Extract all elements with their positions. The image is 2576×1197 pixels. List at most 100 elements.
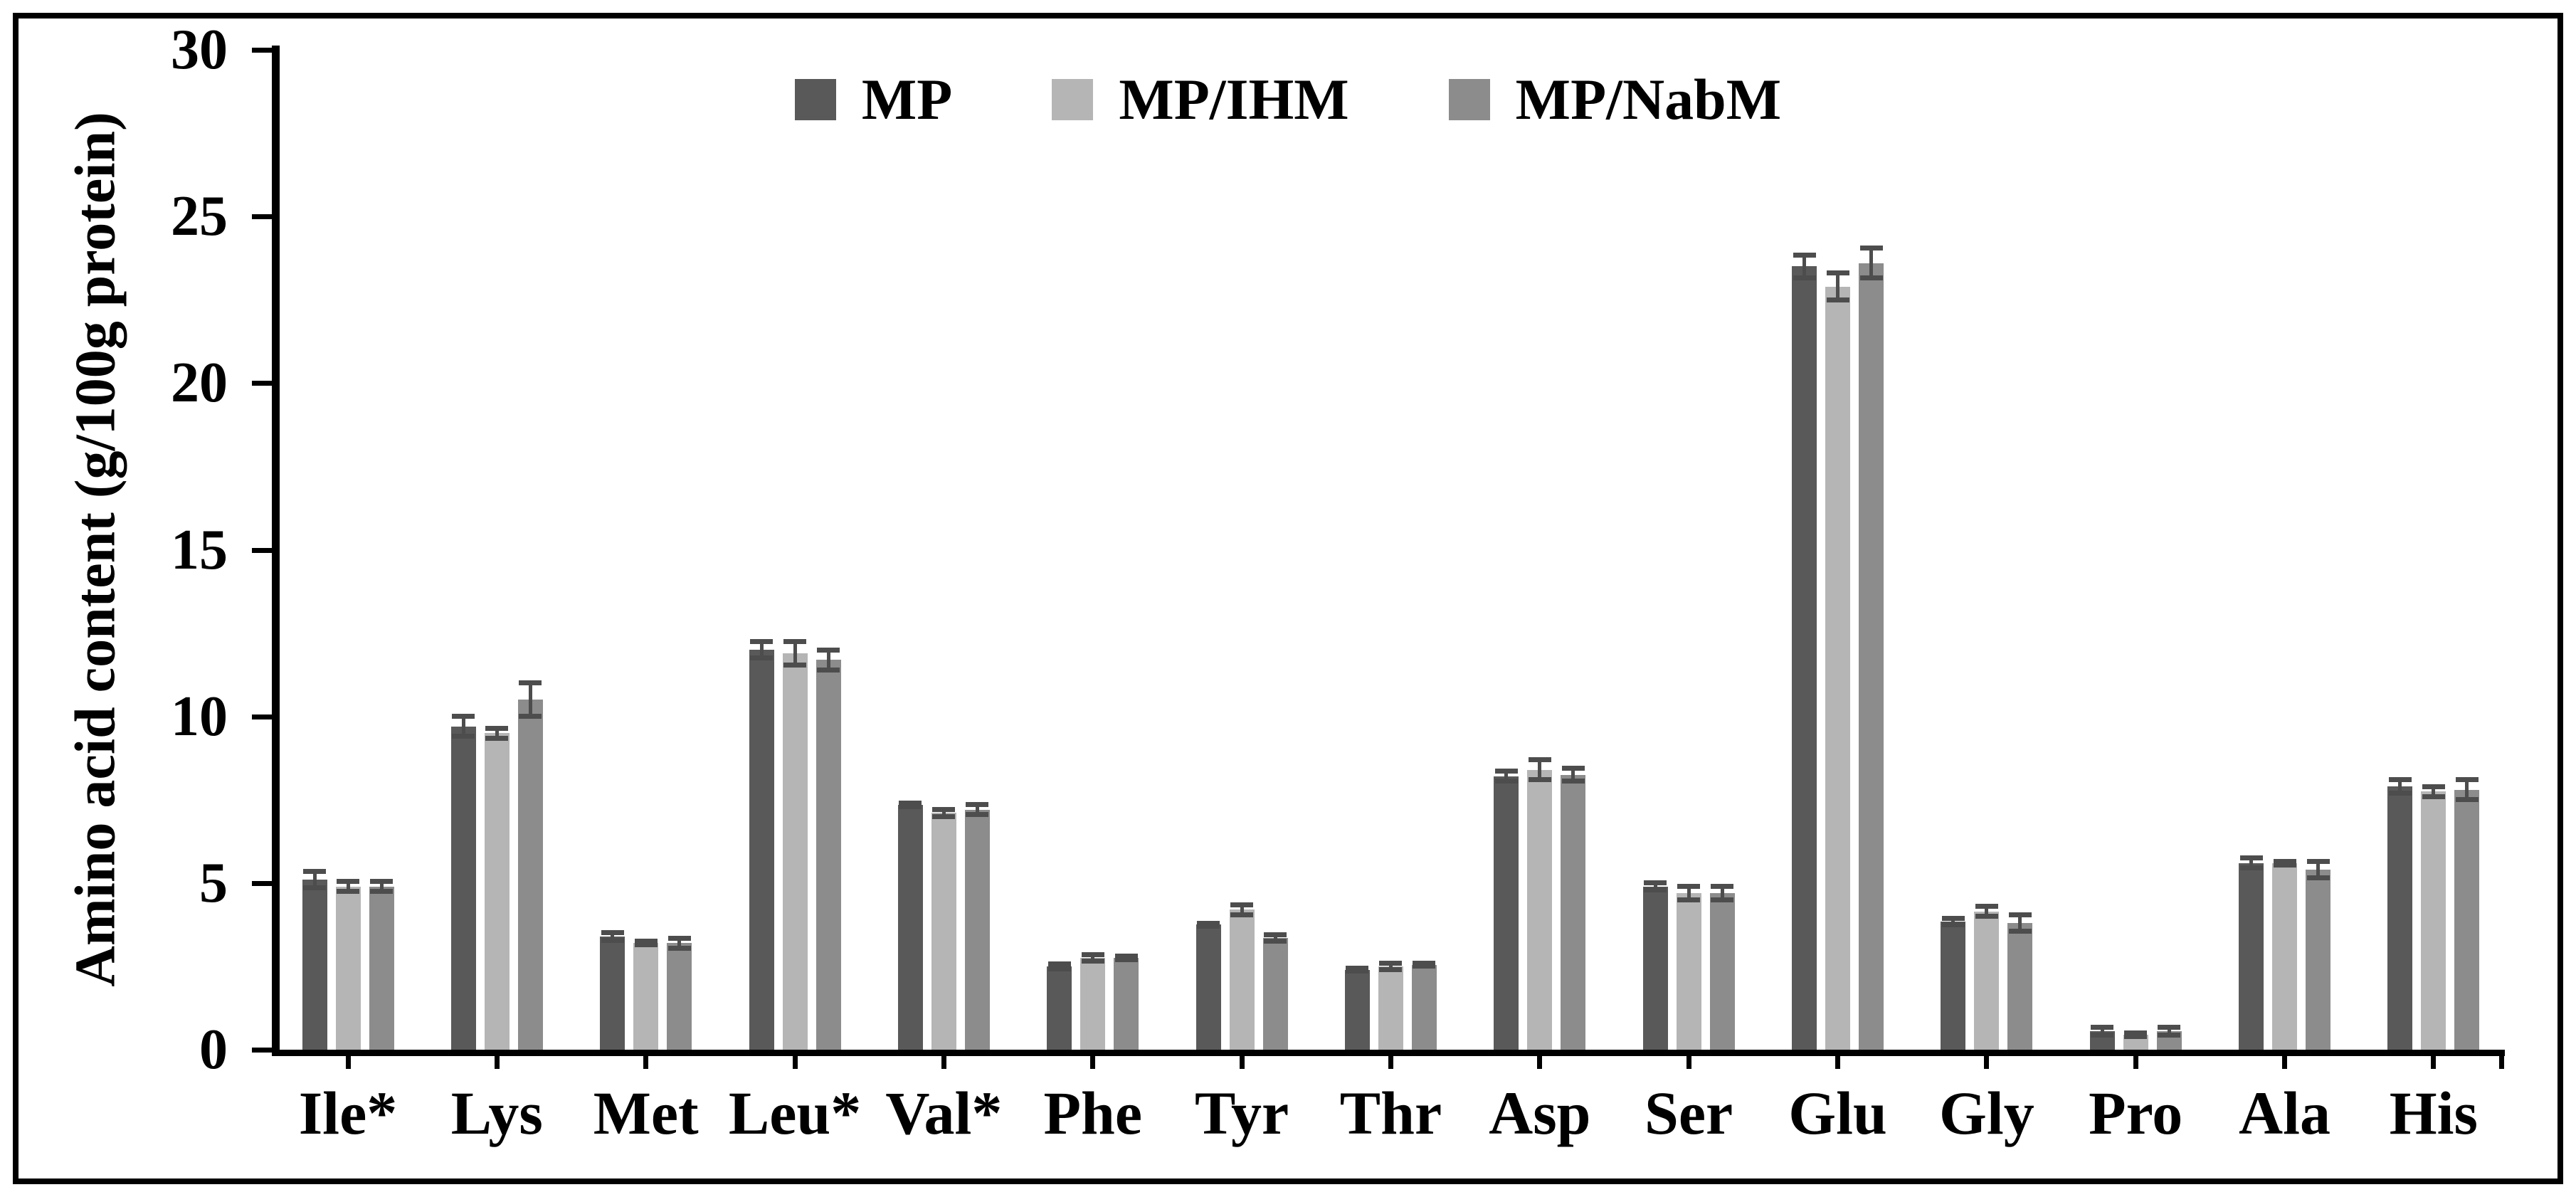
error-bar-cap-bottom [1081, 959, 1104, 964]
y-axis-tick [252, 381, 272, 386]
legend-item: MP/NabM [1448, 65, 1782, 134]
bar [2272, 863, 2298, 1050]
error-bar-cap-top [1941, 915, 1965, 921]
category-label: Thr [1339, 1079, 1442, 1147]
error-bar-cap-bottom [2124, 1033, 2148, 1039]
category-label: His [2389, 1079, 2479, 1147]
error-bar-line [346, 881, 350, 892]
error-bar-cap-top [1711, 884, 1734, 890]
error-bar-cap-top [1081, 952, 1104, 958]
error-bar-cap-top [452, 714, 475, 719]
bar [1195, 924, 1221, 1050]
bar [1411, 964, 1437, 1050]
error-bar-cap-top [601, 929, 624, 935]
error-bar-cap-top [1346, 965, 1369, 971]
error-bar-line [2432, 786, 2436, 797]
legend-label: MP/NabM [1515, 67, 1782, 132]
y-tick-label: 30 [171, 19, 228, 81]
error-bar-cap-bottom [1264, 939, 1287, 944]
y-tick-label: 20 [171, 352, 228, 415]
error-bar-line [1720, 886, 1724, 900]
error-bar-cap-bottom [2273, 862, 2296, 868]
error-bar-cap-top [1793, 252, 1816, 258]
figure-border [13, 13, 2563, 1184]
x-axis-tick [2431, 1056, 2437, 1069]
bar [2239, 863, 2264, 1050]
bar [1709, 892, 1735, 1050]
error-bar-cap-top [1413, 960, 1436, 966]
error-bar-cap-top [2008, 912, 2032, 917]
category-label: Gly [1938, 1079, 2034, 1147]
error-bar-cap-bottom [337, 889, 359, 895]
error-bar-line [312, 871, 317, 888]
error-bar-line [1836, 273, 1839, 300]
bar [1642, 886, 1668, 1050]
error-bar-cap-top [899, 800, 922, 806]
error-bar-line [1869, 248, 1873, 278]
bar [600, 936, 625, 1050]
bar [1859, 263, 1884, 1050]
x-axis-tick [345, 1056, 351, 1069]
category-label: Tyr [1195, 1079, 1289, 1147]
bar [450, 726, 476, 1050]
error-bar-line [1571, 768, 1575, 781]
x-axis-tick [2282, 1056, 2288, 1069]
bar [667, 943, 692, 1050]
category-label: Pro [2089, 1079, 2183, 1147]
error-bar-cap-top [932, 807, 956, 813]
error-bar-line [1686, 886, 1691, 900]
error-bar-cap-top [2422, 784, 2445, 789]
error-bar-cap-bottom [1346, 969, 1369, 974]
error-bar-cap-bottom [1941, 922, 1965, 927]
error-bar-cap-top [2273, 858, 2296, 864]
error-bar-cap-top [2124, 1030, 2148, 1036]
y-axis-tick [252, 547, 272, 553]
error-bar-line [2465, 779, 2469, 800]
x-axis-tick [1239, 1056, 1245, 1069]
y-axis-tick [252, 1048, 272, 1053]
x-axis-tick [1090, 1056, 1096, 1069]
error-bar-cap-bottom [1197, 924, 1220, 929]
error-bar-line [2100, 1027, 2104, 1035]
error-bar-cap-top [1859, 246, 1883, 251]
error-bar-line [1091, 954, 1095, 961]
category-label: Lys [450, 1079, 543, 1147]
bar [1047, 966, 1072, 1050]
error-bar-line [793, 641, 797, 665]
legend: MP MP/IHM MP/NabM [0, 65, 2576, 134]
error-bar-line [379, 881, 384, 892]
category-label: Leu* [728, 1079, 862, 1147]
error-bar-cap-bottom [1677, 897, 1701, 902]
error-bar-line [611, 932, 615, 941]
error-bar-cap-bottom [1826, 297, 1849, 302]
error-bar-line [1951, 918, 1955, 925]
error-bar-cap-bottom [2158, 1033, 2181, 1038]
error-bar-line [677, 938, 682, 949]
error-bar-cap-bottom [1561, 779, 1585, 784]
category-label: Ala [2239, 1079, 2331, 1147]
x-axis-tick [1835, 1056, 1840, 1069]
y-tick-label: 25 [171, 185, 228, 248]
bar [1229, 909, 1255, 1050]
error-bar-cap-bottom [485, 735, 509, 741]
error-bar-cap-top [2306, 858, 2330, 864]
bar [815, 660, 841, 1050]
bar [1676, 892, 1701, 1050]
category-label: Ile* [298, 1079, 398, 1147]
error-bar-line [2167, 1027, 2171, 1035]
error-bar-line [941, 809, 946, 817]
error-bar-cap-top [337, 878, 359, 884]
error-bar-cap-top [966, 802, 989, 808]
error-bar-cap-bottom [667, 945, 691, 951]
legend-label: MP [861, 67, 953, 132]
error-bar-line [1985, 906, 1989, 917]
bar [1561, 774, 1586, 1050]
error-bar-cap-bottom [783, 662, 807, 668]
y-tick-label: 5 [199, 851, 228, 914]
x-axis-tick [1686, 1056, 1691, 1069]
x-axis-tick [643, 1056, 649, 1069]
error-bar-cap-top [1047, 961, 1071, 966]
bar [1344, 969, 1370, 1050]
legend-label: MP/IHM [1119, 67, 1349, 132]
category-label: Asp [1489, 1079, 1591, 1147]
